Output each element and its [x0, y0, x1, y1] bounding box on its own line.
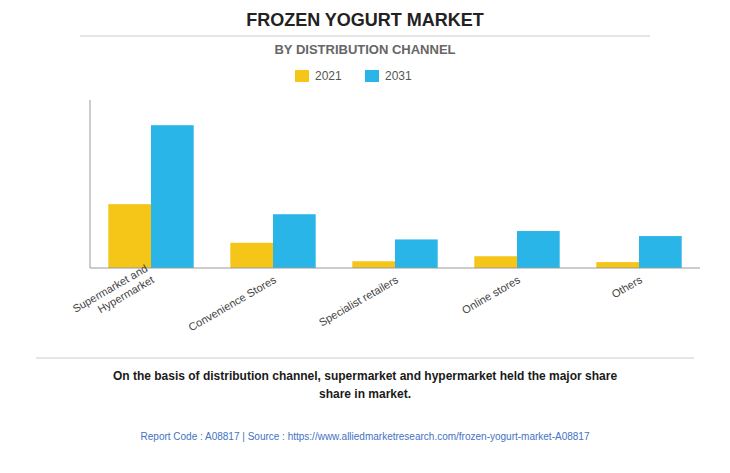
bars: [108, 125, 681, 268]
x-tick-label: Others: [609, 273, 644, 300]
footer-text: On the basis of distribution channel, su…: [113, 369, 617, 401]
legend-label: 2021: [315, 69, 342, 83]
bar: [273, 214, 316, 268]
y-axis-line: [90, 100, 91, 268]
bar: [474, 256, 517, 268]
legend-swatch: [365, 70, 379, 82]
title-rule: [80, 36, 650, 37]
background: [0, 0, 730, 473]
title: FROZEN YOGURT MARKET: [246, 10, 484, 30]
bar: [517, 231, 560, 268]
bar: [151, 125, 194, 268]
legend-swatch: [295, 70, 309, 82]
footer-rule: [36, 358, 694, 359]
legend-label: 2031: [385, 69, 412, 83]
bar: [639, 236, 682, 268]
bar: [596, 262, 639, 268]
subtitle: BY DISTRIBUTION CHANNEL: [274, 42, 455, 57]
bar: [230, 243, 273, 268]
bar: [352, 261, 395, 268]
x-tick-label: Online stores: [460, 273, 523, 316]
x-axis-line: [90, 268, 700, 269]
x-tick-label: Convenience Stores: [186, 273, 278, 333]
bar: [108, 204, 151, 268]
x-tick-label: Supermarket andHypermarket: [70, 262, 156, 326]
source-text: Report Code : A08817 | Source : https://…: [141, 431, 590, 442]
bar: [395, 239, 438, 268]
chart: FROZEN YOGURT MARKET BY DISTRIBUTION CHAN…: [0, 0, 730, 473]
x-tick-label: Specialist retailers: [317, 273, 401, 328]
legend: 2021 2031: [295, 69, 412, 83]
